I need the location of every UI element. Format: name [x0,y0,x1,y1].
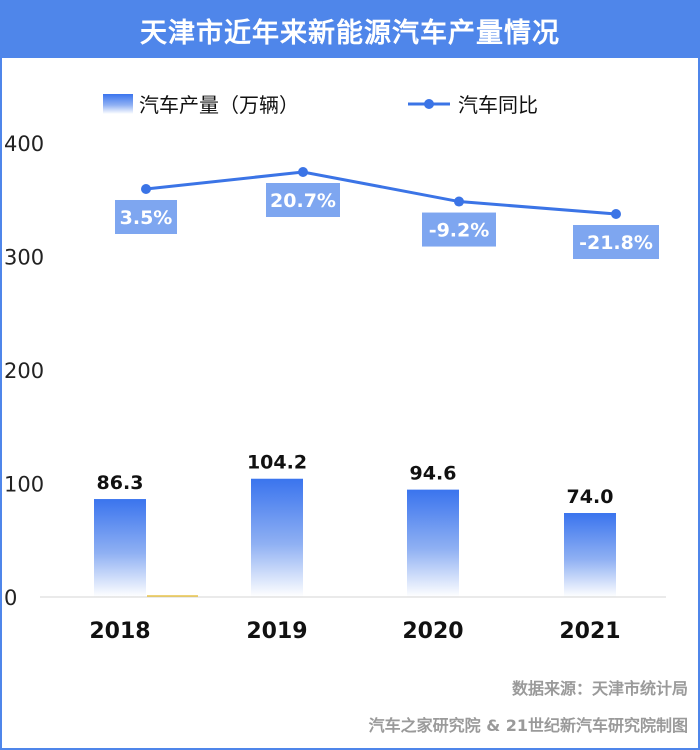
legend-bar-swatch [103,94,133,114]
y-tick-label: 0 [4,586,17,610]
yoy-value-label: 20.7% [270,190,336,212]
bar-2019 [251,478,303,597]
bar-value-label: 74.0 [567,486,614,508]
bar-2021 [564,513,616,597]
legend: 汽车产量（万辆） 汽车同比 [103,93,538,117]
yoy-label-box [422,212,496,247]
bar-value-label: 86.3 [97,472,144,494]
title-bar: 天津市近年来新能源汽车产量情况 [2,2,698,58]
yoy-point [298,167,308,177]
x-axis: 2018 2019 2020 2021 [40,595,666,644]
x-tick-label: 2018 [89,619,150,644]
yoy-point [141,183,151,194]
line-series: 3.5% 20.7% -9.2% -21.8% [115,167,659,259]
credit-note: 汽车之家研究院 & 21世纪新汽车研究院制图 [368,716,688,735]
yoy-label-box [266,183,340,217]
legend-line-label: 汽车同比 [458,93,538,117]
x-tick-label: 2020 [402,619,463,644]
yoy-value-label: -9.2% [429,220,490,242]
legend-line-marker [424,99,434,109]
y-tick-label: 200 [4,359,44,383]
y-tick-label: 400 [4,132,44,156]
bar-2020 [407,489,459,597]
legend-bar-label: 汽车产量（万辆） [139,93,299,117]
x-tick-label: 2021 [559,619,620,644]
yoy-label-box [115,199,177,234]
chart-title: 天津市近年来新能源汽车产量情况 [140,17,560,49]
x-tick-label: 2019 [246,619,307,644]
bar-value-label: 104.2 [247,452,307,474]
y-axis: 400 300 200 100 0 [4,132,44,610]
yoy-value-label: 3.5% [120,207,173,229]
bar-value-label: 94.6 [410,463,457,485]
yoy-value-label: -21.8% [579,232,653,254]
yoy-point [611,209,621,219]
y-tick-label: 300 [4,246,44,270]
bar-2018 [94,499,146,597]
y-tick-label: 100 [4,473,44,497]
yoy-label-box [573,225,659,259]
yoy-line [145,170,617,216]
bars: 86.3 104.2 94.6 74.0 [94,452,616,597]
source-note: 数据来源：天津市统计局 [511,679,688,698]
yoy-point [454,196,464,207]
